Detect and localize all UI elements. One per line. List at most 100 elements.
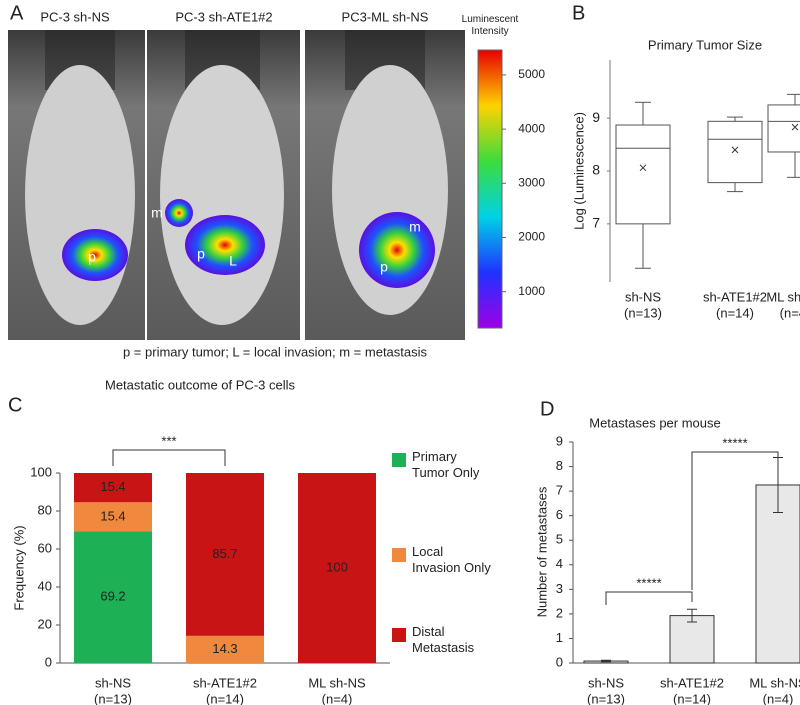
x-tick-label: sh-ATE1#2 <box>660 675 724 690</box>
x-tick-label: ML sh-NS <box>308 675 366 690</box>
x-tick-label: ML sh-NS <box>766 289 800 304</box>
colorbar-tick-label: 2000 <box>518 230 545 244</box>
image-title: PC3-ML sh-NS <box>342 9 429 24</box>
value-label: 85.7 <box>212 546 237 561</box>
bar-segment <box>298 473 376 663</box>
bar-segment <box>74 502 152 532</box>
error-bar <box>601 659 611 663</box>
y-axis-label: Number of metastases <box>534 486 549 617</box>
x-tick-label: sh-ATE1#2 <box>193 675 257 690</box>
y-tick-label: 80 <box>38 502 52 517</box>
y-tick-label: 6 <box>556 507 563 522</box>
y-tick-label: 100 <box>30 464 52 479</box>
mouse <box>160 65 284 325</box>
x-tick-sublabel: (n=4) <box>763 691 794 705</box>
legend-label: Distal Metastasis <box>412 624 475 655</box>
bar-segment <box>74 531 152 663</box>
bar-segment <box>74 473 152 503</box>
value-label: 15.4 <box>100 508 125 523</box>
chart-title: Metastases per mouse <box>589 415 721 430</box>
significance-bracket <box>605 591 693 605</box>
value-label: 15.4 <box>100 479 125 494</box>
signal <box>165 199 193 227</box>
image-label: L <box>229 253 237 269</box>
colorbar-tick-label: 4000 <box>518 121 545 135</box>
y-tick-label: 60 <box>38 540 52 555</box>
mean-marker <box>639 164 647 172</box>
box <box>615 124 671 225</box>
bar-segment <box>186 473 264 636</box>
y-tick-label: 40 <box>38 578 52 593</box>
mean-marker <box>731 146 739 154</box>
y-tick-label: 8 <box>592 162 600 178</box>
x-tick-sublabel: (n=13) <box>94 691 132 705</box>
y-tick-label: 7 <box>556 483 563 498</box>
value-label: 14.3 <box>212 641 237 656</box>
y-tick-label: 7 <box>592 215 600 231</box>
panel-label: C <box>8 394 22 416</box>
panel-label: A <box>10 2 24 24</box>
y-tick-label: 0 <box>45 654 52 669</box>
significance-label: ***** <box>722 435 747 450</box>
panel-label: B <box>572 2 585 24</box>
y-tick-label: 5 <box>556 532 563 547</box>
colorbar-tick-label: 3000 <box>518 175 545 189</box>
chart-title: Primary Tumor Size <box>648 37 762 52</box>
bar-segment <box>186 635 264 663</box>
chart-title: Metastatic outcome of PC-3 cells <box>105 377 296 392</box>
bar <box>669 615 715 664</box>
image-label: p <box>197 246 205 262</box>
value-label: 100 <box>326 559 348 574</box>
y-tick-label: 4 <box>556 556 563 571</box>
x-tick-label: ML sh-NS <box>749 675 800 690</box>
box <box>707 120 763 184</box>
x-tick-sublabel: (n=14) <box>206 691 244 705</box>
legend-label: Local Invasion Only <box>412 544 491 575</box>
caption: p = primary tumor; L = local invasion; m… <box>123 344 428 359</box>
x-tick-label: sh-NS <box>625 289 661 304</box>
mean-marker <box>791 123 799 131</box>
x-tick-sublabel: (n=4) <box>322 691 353 705</box>
signal <box>359 212 435 288</box>
bar <box>755 484 800 664</box>
legend-label: Primary Tumor Only <box>412 449 480 480</box>
significance-bracket <box>112 449 226 466</box>
legend-swatch <box>392 453 406 467</box>
x-tick-label: sh-NS <box>588 675 624 690</box>
y-axis-label: Frequency (%) <box>11 525 26 610</box>
image-label: p <box>380 259 388 275</box>
significance-label: *** <box>161 433 176 448</box>
x-tick-sublabel: (n=14) <box>716 305 754 320</box>
image-label: p <box>88 249 96 265</box>
signal <box>62 229 128 281</box>
mouse <box>25 65 135 325</box>
legend-swatch <box>392 628 406 642</box>
y-tick-label: 3 <box>556 581 563 596</box>
box <box>767 104 800 153</box>
y-tick-label: 9 <box>556 433 563 448</box>
value-label: 69.2 <box>100 589 125 604</box>
y-tick-label: 1 <box>556 630 563 645</box>
colorbar-tick-label: 1000 <box>518 284 545 298</box>
y-tick-label: 8 <box>556 458 563 473</box>
x-tick-sublabel: (n=13) <box>587 691 625 705</box>
significance-label: ***** <box>636 575 661 590</box>
x-tick-sublabel: (n=4) <box>780 305 800 320</box>
signal <box>185 215 265 275</box>
colorbar-tick-label: 5000 <box>518 67 545 81</box>
x-tick-label: sh-ATE1#2 <box>703 289 767 304</box>
image-title: PC-3 sh-ATE1#2 <box>175 9 272 24</box>
significance-bracket <box>691 451 779 590</box>
y-tick-label: 2 <box>556 605 563 620</box>
y-tick-label: 20 <box>38 616 52 631</box>
colorbar <box>477 49 503 329</box>
image-title: PC-3 sh-NS <box>40 9 110 24</box>
panel-label: D <box>540 398 554 420</box>
image-label: m <box>409 219 421 235</box>
y-tick-label: 9 <box>592 109 600 125</box>
y-tick-label: 0 <box>556 654 563 669</box>
mouse-images <box>8 30 503 340</box>
x-tick-label: sh-NS <box>95 675 131 690</box>
